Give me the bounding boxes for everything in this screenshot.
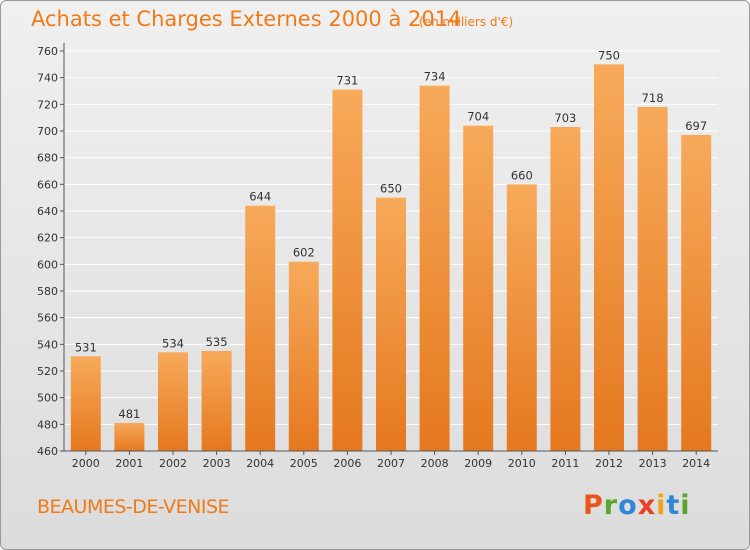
bar-2011 — [550, 127, 581, 451]
data-label: 660 — [511, 168, 533, 182]
data-label: 718 — [642, 91, 664, 105]
y-tick-label: 540 — [37, 338, 58, 351]
logo-letter: o — [618, 490, 638, 521]
x-tick-label: 2012 — [595, 457, 623, 470]
bar-2000 — [70, 356, 101, 451]
data-label: 650 — [380, 182, 402, 196]
bar-2012 — [594, 64, 624, 452]
bar-2010 — [506, 184, 537, 452]
y-tick-label: 740 — [37, 72, 58, 85]
logo-letter: r — [603, 490, 619, 521]
bar-2004 — [245, 205, 276, 451]
y-tick-label: 560 — [37, 312, 58, 325]
y-tick-label: 520 — [37, 365, 58, 378]
data-label: 750 — [598, 48, 620, 62]
bar-2007 — [376, 197, 406, 451]
bar-2014 — [681, 135, 712, 451]
bar-2006 — [332, 89, 363, 452]
logo-letter: i — [680, 490, 691, 521]
data-label: 704 — [467, 110, 489, 124]
x-tick-label: 2011 — [551, 457, 579, 470]
x-tick-label: 2003 — [203, 457, 231, 470]
y-tick-label: 720 — [37, 98, 58, 111]
x-tick-label: 2000 — [72, 457, 100, 470]
y-tick-label: 460 — [37, 445, 58, 458]
x-tick-label: 2007 — [377, 457, 405, 470]
place-name: BEAUMES-DE-VENISE — [37, 496, 230, 518]
bar-2002 — [158, 352, 188, 451]
y-tick-label: 500 — [37, 392, 58, 405]
y-tick-label: 640 — [37, 205, 58, 218]
data-label: 534 — [162, 336, 184, 350]
logo-letter: i — [656, 490, 667, 521]
x-tick-label: 2005 — [290, 457, 318, 470]
y-tick-label: 580 — [37, 285, 58, 298]
bar-2008 — [419, 85, 450, 452]
data-label: 531 — [75, 340, 97, 354]
logo-letter: P — [583, 490, 604, 521]
data-label: 535 — [206, 335, 228, 349]
data-label: 734 — [424, 70, 446, 84]
x-tick-label: 2010 — [508, 457, 536, 470]
data-label: 731 — [336, 74, 358, 88]
data-label: 481 — [118, 407, 140, 421]
chart-title: Achats et Charges Externes 2000 à 2014 — [31, 7, 462, 31]
x-tick-label: 2009 — [464, 457, 492, 470]
x-tick-label: 2006 — [333, 457, 361, 470]
y-tick-label: 700 — [37, 125, 58, 138]
data-label: 697 — [685, 119, 707, 133]
y-tick-label: 620 — [37, 232, 58, 245]
x-tick-label: 2002 — [159, 457, 187, 470]
x-tick-label: 2014 — [682, 457, 710, 470]
data-label: 602 — [293, 246, 315, 260]
x-tick-label: 2004 — [246, 457, 274, 470]
x-tick-label: 2001 — [115, 457, 143, 470]
y-tick-label: 680 — [37, 152, 58, 165]
chart-subtitle: (en milliers d'€) — [419, 15, 514, 29]
bar-2013 — [637, 107, 668, 451]
bar-2001 — [114, 423, 145, 451]
logo-letter: x — [637, 490, 657, 521]
y-tick-label: 760 — [37, 45, 58, 58]
y-tick-label: 660 — [37, 178, 58, 191]
x-tick-label: 2008 — [421, 457, 449, 470]
y-tick-label: 480 — [37, 418, 58, 431]
y-tick-label: 600 — [37, 258, 58, 271]
proxiti-logo: Proxiti — [583, 490, 691, 521]
data-label: 703 — [554, 111, 576, 125]
bar-2003 — [201, 351, 232, 451]
bar-2009 — [463, 125, 494, 452]
logo-letter: t — [666, 490, 681, 521]
x-tick-label: 2013 — [639, 457, 667, 470]
data-label: 644 — [249, 190, 271, 204]
bar-2005 — [288, 261, 319, 451]
